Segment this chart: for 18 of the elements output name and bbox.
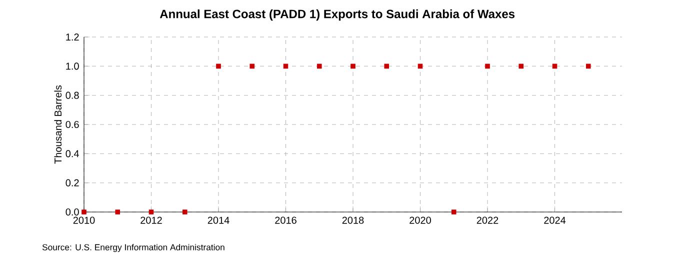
y-tick-label: 1.0 [66,62,79,70]
x-tick-label: 2016 [275,216,296,224]
x-tick-label: 2022 [476,216,498,224]
y-tick-label: 0.0 [66,208,79,216]
x-tick-label: 2024 [544,216,566,224]
chart-title: Annual East Coast (PADD 1) Exports to Saudi Arabia of Waxes [160,9,515,21]
source-note: Source: U.S. Energy Information Administration [42,244,224,252]
x-tick-label: 2018 [342,216,364,224]
x-tick-label: 2012 [140,216,162,224]
y-tick-label: 1.2 [66,34,79,40]
x-tick-label: 2020 [410,216,431,224]
x-tick-label: 2014 [208,216,230,224]
y-tick-label: 0.8 [66,92,79,99]
y-tick-label: 0.4 [66,150,79,158]
y-tick-label: 0.6 [66,120,79,128]
y-tick-label: 0.2 [66,179,79,186]
x-tick-label: 2010 [73,216,95,224]
y-axis-title: Thousand Barrels [54,85,62,164]
